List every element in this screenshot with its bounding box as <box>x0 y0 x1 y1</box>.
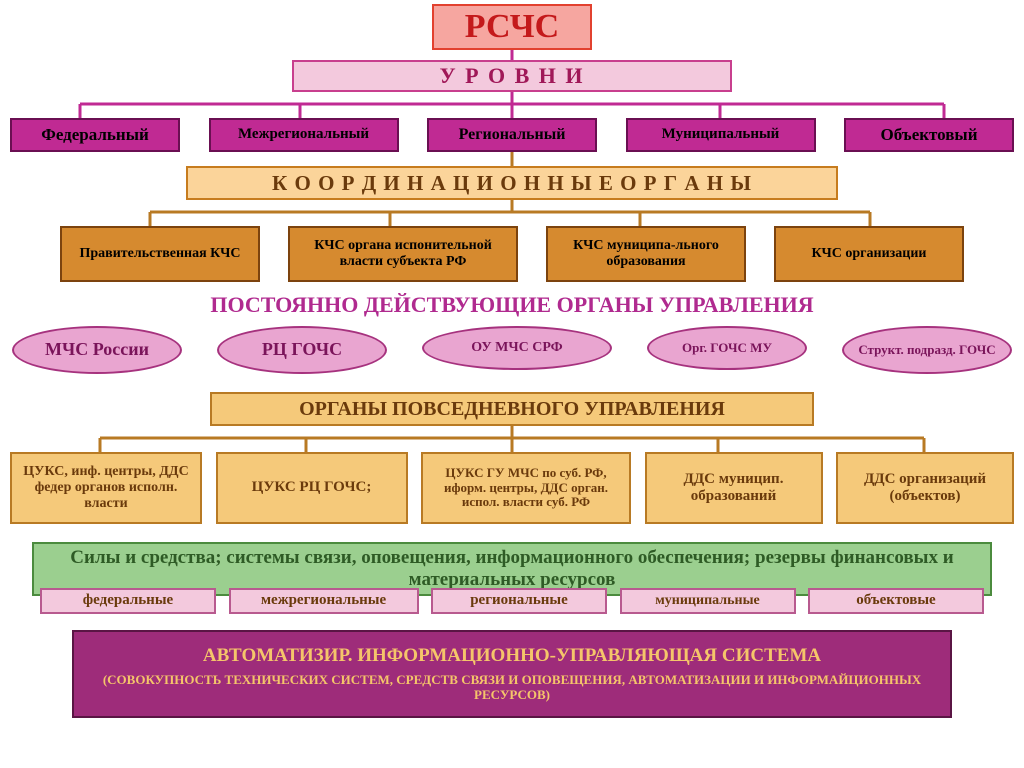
coord-box: КЧС организации <box>774 226 964 282</box>
forces-sub-label: объектовые <box>856 592 935 609</box>
forces-text: Силы и средства; системы связи, оповещен… <box>38 547 986 591</box>
daily-label: ЦУКС ГУ МЧС по суб. РФ, иформ. центры, Д… <box>427 466 625 511</box>
forces-sub-label: муниципальные <box>655 593 759 609</box>
forces-sub: межрегиональные <box>229 588 419 614</box>
level-box: Муниципальный <box>626 118 816 152</box>
daily-box: ДДС организаций (объектов) <box>836 452 1014 524</box>
level-box: Объектовый <box>844 118 1014 152</box>
forces-sub: региональные <box>431 588 607 614</box>
perm-label: МЧС России <box>45 340 149 360</box>
ais-title: АВТОМАТИЗИР. ИНФОРМАЦИОННО-УПРАВЛЯЮЩАЯ С… <box>203 645 821 667</box>
perm-label: Орг. ГОЧС МУ <box>682 341 772 355</box>
perm-ellipse: РЦ ГОЧС <box>217 326 387 374</box>
coord-box: Правительственная КЧС <box>60 226 260 282</box>
title-text: РСЧС <box>465 7 559 46</box>
daily-label: ЦУКС РЦ ГОЧС; <box>252 479 372 496</box>
perm-ellipse: Структ. подразд. ГОЧС <box>842 326 1012 374</box>
daily-box: ДДС муницип. образований <box>645 452 823 524</box>
level-box: Региональный <box>427 118 597 152</box>
perm-ellipse: МЧС России <box>12 326 182 374</box>
forces-sub-label: межрегиональные <box>261 592 386 609</box>
ais-subtitle: (СОВОКУПНОСТЬ ТЕХНИЧЕСКИХ СИСТЕМ, СРЕДСТ… <box>78 673 946 703</box>
ais-box: АВТОМАТИЗИР. ИНФОРМАЦИОННО-УПРАВЛЯЮЩАЯ С… <box>72 630 952 718</box>
coord-box: КЧС органа испонительной власти субъекта… <box>288 226 518 282</box>
perm-ellipse: Орг. ГОЧС МУ <box>647 326 807 370</box>
perm-label: РЦ ГОЧС <box>262 340 342 360</box>
levels-header-text: У Р О В Н И <box>439 63 584 88</box>
coord-box: КЧС муниципа-льного образования <box>546 226 746 282</box>
level-label: Региональный <box>459 126 566 144</box>
coord-label: КЧС муниципа-льного образования <box>552 238 740 270</box>
coord-label: КЧС органа испонительной власти субъекта… <box>294 238 512 270</box>
level-label: Федеральный <box>41 125 149 145</box>
daily-label: ЦУКС, инф. центры, ДДС федер органов исп… <box>16 464 196 512</box>
daily-header: ОРГАНЫ ПОВСЕДНЕВНОГО УПРАВЛЕНИЯ <box>210 392 814 426</box>
forces-sub: федеральные <box>40 588 216 614</box>
daily-label: ДДС муницип. образований <box>651 471 817 506</box>
perm-header-text: ПОСТОЯННО ДЕЙСТВУЮЩИЕ ОРГАНЫ УПРАВЛЕНИЯ <box>210 292 813 317</box>
daily-box: ЦУКС ГУ МЧС по суб. РФ, иформ. центры, Д… <box>421 452 631 524</box>
coord-header-text: К О О Р Д И Н А Ц И О Н Н Ы Е О Р Г А Н … <box>272 171 752 195</box>
forces-sub-label: федеральные <box>83 592 173 609</box>
perm-header: ПОСТОЯННО ДЕЙСТВУЮЩИЕ ОРГАНЫ УПРАВЛЕНИЯ <box>0 292 1024 318</box>
forces-sub: объектовые <box>808 588 984 614</box>
forces-sub-label: региональные <box>470 592 568 609</box>
level-box: Федеральный <box>10 118 180 152</box>
levels-header: У Р О В Н И <box>292 60 732 92</box>
coord-label: Правительственная КЧС <box>79 246 240 262</box>
title-box: РСЧС <box>432 4 592 50</box>
level-label: Объектовый <box>880 125 977 145</box>
perm-ellipse: ОУ МЧС СРФ <box>422 326 612 370</box>
coord-header: К О О Р Д И Н А Ц И О Н Н Ы Е О Р Г А Н … <box>186 166 838 200</box>
level-label: Межрегиональный <box>238 126 369 143</box>
coord-label: КЧС организации <box>812 246 927 262</box>
perm-label: ОУ МЧС СРФ <box>471 340 562 355</box>
level-label: Муниципальный <box>662 126 780 143</box>
forces-sub: муниципальные <box>620 588 796 614</box>
daily-header-text: ОРГАНЫ ПОВСЕДНЕВНОГО УПРАВЛЕНИЯ <box>299 398 725 421</box>
perm-label: Структ. подразд. ГОЧС <box>858 343 995 357</box>
daily-label: ДДС организаций (объектов) <box>842 471 1008 506</box>
daily-box: ЦУКС РЦ ГОЧС; <box>216 452 408 524</box>
level-box: Межрегиональный <box>209 118 399 152</box>
daily-box: ЦУКС, инф. центры, ДДС федер органов исп… <box>10 452 202 524</box>
